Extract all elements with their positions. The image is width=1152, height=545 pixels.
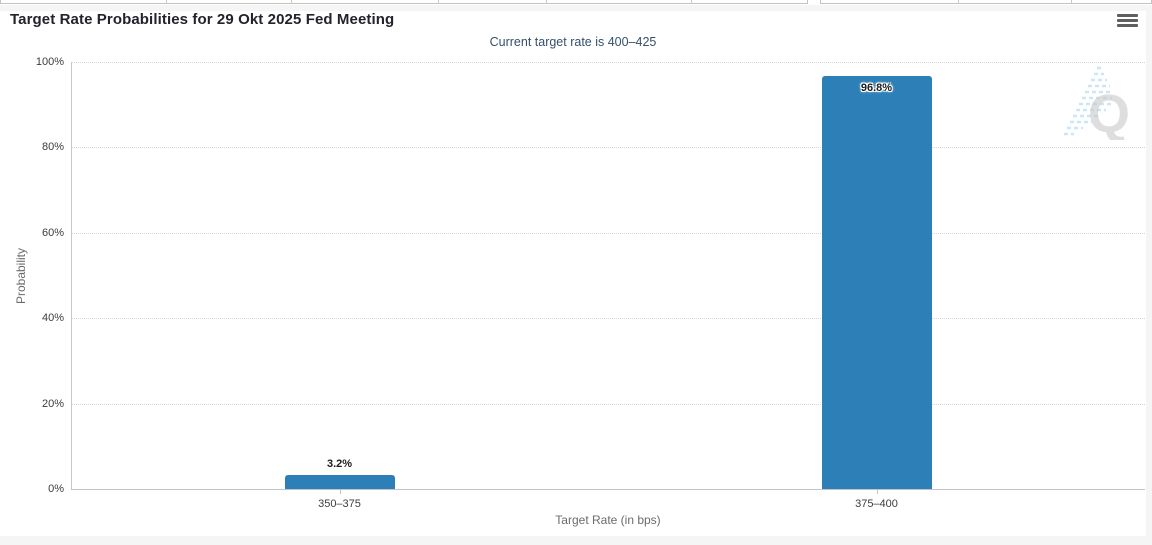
table-cell-divider (291, 0, 292, 4)
x-axis-title: Target Rate (in bps) (555, 513, 661, 527)
y-tick-label: 20% (41, 397, 64, 410)
hamburger-menu-icon[interactable] (1117, 14, 1138, 29)
bar-value-label: 96.8% (860, 81, 893, 94)
x-axis-tick (339, 489, 341, 494)
quikstrike-watermark-logo: Q (1060, 56, 1148, 144)
y-gridline (71, 147, 1145, 149)
x-axis-tick (876, 489, 878, 494)
page-band-right (1146, 11, 1152, 536)
top-table-edge-right (820, 0, 1152, 4)
y-tick-label: 0% (48, 483, 64, 495)
y-gridline (71, 232, 1145, 234)
y-axis-line (71, 62, 72, 489)
hamburger-bar (1117, 14, 1138, 17)
bar-value-label: 3.2% (326, 458, 353, 471)
page-band-bottom (0, 536, 1152, 545)
y-tick-label: 80% (41, 141, 64, 154)
table-cell-divider (1071, 0, 1072, 4)
chart-subtitle: Current target rate is 400–425 (489, 35, 657, 49)
y-axis-title: Probability (14, 247, 28, 305)
table-cell-divider (438, 0, 439, 4)
table-cell-divider (691, 0, 692, 4)
watermark-q-icon: Q (1064, 66, 1130, 144)
hamburger-bar (1117, 19, 1138, 22)
x-tick-label: 375–400 (855, 498, 898, 510)
table-cell-divider (166, 0, 167, 4)
x-axis-line (71, 489, 1145, 490)
y-tick-label: 100% (35, 56, 64, 68)
chart-title: Target Rate Probabilities for 29 Okt 202… (10, 11, 395, 28)
svg-text:Q: Q (1088, 84, 1130, 140)
y-gridline (71, 62, 1145, 63)
y-gridline (71, 318, 1145, 320)
page-band-top (0, 5, 1152, 11)
y-gridline (71, 403, 1145, 405)
x-tick-label: 350–375 (318, 498, 361, 510)
table-cell-divider (958, 0, 959, 4)
bar-350-375[interactable] (284, 475, 395, 489)
hamburger-bar (1117, 24, 1138, 27)
top-table-edge-left (0, 0, 808, 4)
table-cell-divider (546, 0, 547, 4)
bar-375-400[interactable] (821, 75, 932, 489)
y-tick-label: 40% (41, 312, 64, 325)
y-tick-label: 60% (41, 226, 64, 239)
